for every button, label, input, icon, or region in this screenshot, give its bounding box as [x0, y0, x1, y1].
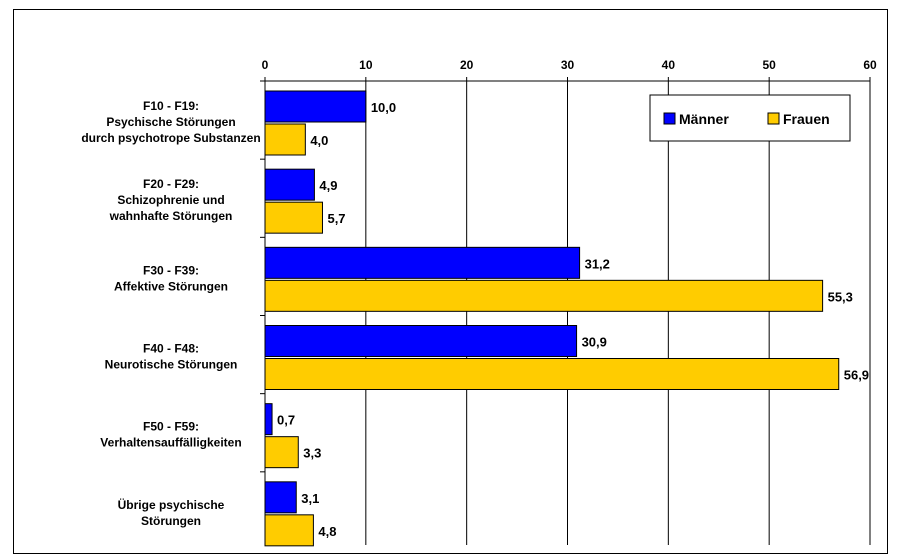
value-label: 5,7 [327, 211, 345, 226]
tick-label: 10 [359, 58, 373, 72]
tick-label: 60 [863, 58, 877, 72]
value-label: 31,2 [585, 256, 610, 271]
category-label: Verhaltensauffälligkeiten [100, 436, 241, 450]
legend: Männer Frauen [649, 94, 851, 142]
bar-männer [264, 246, 581, 279]
category-labels: F10 - F19: Psychische Störungen durch psyc… [81, 99, 260, 528]
bar-männer [264, 403, 273, 436]
tick-label: 20 [460, 58, 474, 72]
tick-label: 50 [762, 58, 776, 72]
category-label: Affektive Störungen [114, 279, 228, 293]
gridlines [264, 81, 871, 545]
legend-swatch [663, 112, 676, 125]
category-label: F30 - F39: [143, 263, 199, 277]
bar-männer [264, 168, 315, 201]
value-label: 4,9 [319, 178, 337, 193]
bar-frauen [264, 514, 314, 547]
value-label: 4,0 [310, 133, 328, 148]
value-label: 55,3 [828, 289, 853, 304]
value-label: 3,1 [301, 491, 319, 506]
legend-label: Frauen [783, 111, 830, 127]
category-label: F20 - F29: [143, 177, 199, 191]
category-label: Psychische Störungen [106, 115, 235, 129]
bar-frauen [264, 123, 306, 156]
tick-label: 0 [262, 58, 269, 72]
bar-frauen [264, 201, 323, 234]
category-label: wahnhafte Störungen [109, 209, 233, 223]
bar-frauen [264, 436, 299, 469]
category-label: Schizophrenie und [117, 193, 224, 207]
category-label: durch psychotrope Substanzen [81, 131, 260, 145]
value-labels: 10,0 4,0 4,9 5,7 31,2 55,3 30,9 56,9 0,7 3,3 3,1 4,… [277, 100, 869, 539]
legend-label: Männer [679, 111, 729, 127]
bar-frauen [264, 358, 840, 390]
legend-swatch [767, 112, 780, 125]
value-label: 56,9 [844, 368, 869, 383]
category-label: Neurotische Störungen [105, 358, 238, 372]
value-label: 0,7 [277, 413, 295, 428]
tick-label: 40 [662, 58, 676, 72]
bar-männer [264, 90, 367, 123]
category-label: F40 - F48: [143, 342, 199, 356]
category-label: Störungen [141, 514, 201, 528]
tick-label: 30 [561, 58, 575, 72]
category-label: F10 - F19: [143, 99, 199, 113]
bar-männer [264, 325, 578, 357]
value-label: 4,8 [318, 524, 336, 539]
category-label: Übrige psychische [118, 497, 225, 512]
bar-frauen [264, 279, 824, 312]
bar-männer [264, 481, 297, 514]
value-label: 10,0 [371, 100, 396, 115]
bars [264, 90, 840, 547]
legend-box [649, 94, 851, 142]
category-label: F50 - F59: [143, 420, 199, 434]
value-label: 3,3 [303, 446, 321, 461]
value-label: 30,9 [582, 335, 607, 350]
